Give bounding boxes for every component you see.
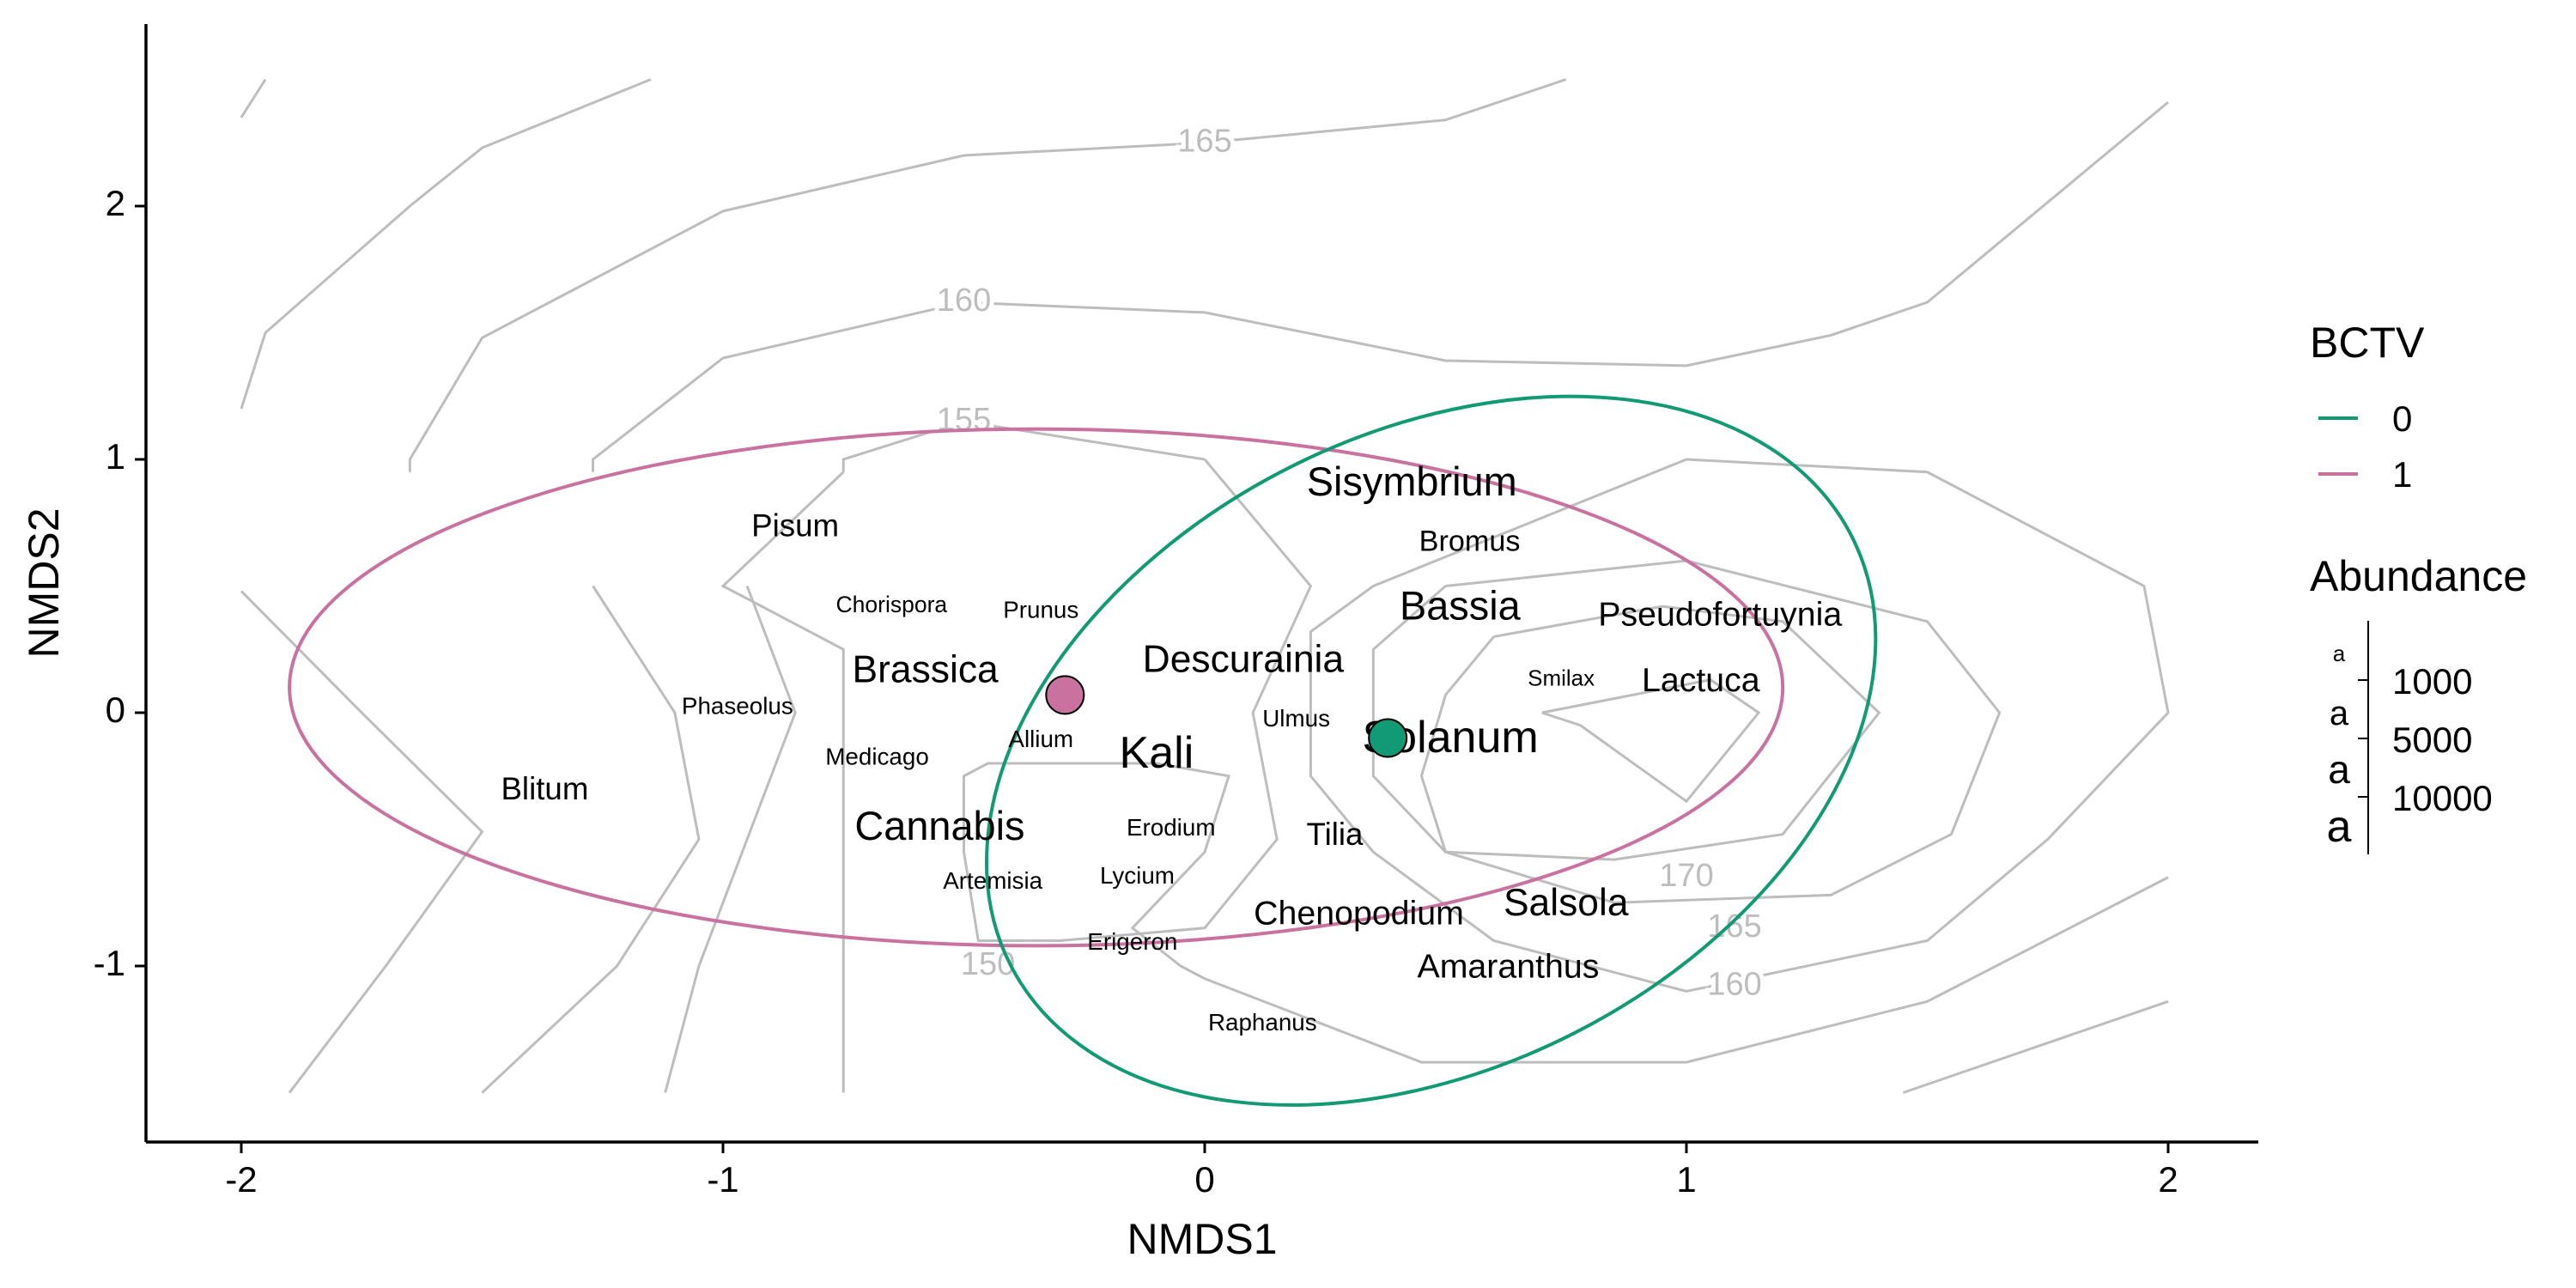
x-tick-label-1: 1 xyxy=(1676,1159,1696,1200)
legend-size-label-5000: 5000 xyxy=(2392,720,2472,760)
contour-label-165-0: 165 xyxy=(1177,123,1231,159)
x-tick-label-2: 2 xyxy=(2158,1159,2178,1200)
genus-label-lactuca: Lactuca xyxy=(1642,661,1760,699)
x-tick-label--2: -2 xyxy=(225,1159,257,1200)
genus-label-artemisia: Artemisia xyxy=(943,867,1042,894)
genus-label-tilia: Tilia xyxy=(1307,817,1364,852)
contour-line-5 xyxy=(240,590,484,1094)
genus-label-bassia: Bassia xyxy=(1400,583,1522,628)
contour-line-4 xyxy=(841,420,1206,472)
legend-label-1: 1 xyxy=(2392,454,2412,495)
genus-label-phaseolus: Phaseolus xyxy=(682,692,793,719)
contour-line-13 xyxy=(1541,678,1761,804)
y-tick-label--1: -1 xyxy=(94,943,125,983)
x-tick-label--1: -1 xyxy=(707,1159,738,1200)
genus-label-erigeron: Erigeron xyxy=(1087,928,1177,955)
contour-line-14 xyxy=(1902,999,2169,1094)
genus-label-brassica: Brassica xyxy=(853,649,999,691)
genus-label-chorispora: Chorispora xyxy=(836,592,948,617)
y-tick-label-2: 2 xyxy=(106,183,125,223)
x-axis-title: NMDS1 xyxy=(1127,1215,1277,1263)
genus-label-allium: Allium xyxy=(1008,726,1073,752)
contour-line-8 xyxy=(720,471,845,1093)
genus-label-raphanus: Raphanus xyxy=(1208,1009,1317,1036)
legend-label-0: 0 xyxy=(2392,398,2412,439)
y-axis-title: NMDS2 xyxy=(20,507,68,658)
genus-labels: Sisymbrium Bromus Pisum Bassia Pseudofortuyn… xyxy=(501,459,1842,1036)
contour-line-6 xyxy=(481,585,701,1094)
genus-label-kali: Kali xyxy=(1120,728,1194,778)
genus-label-bromus: Bromus xyxy=(1419,525,1521,557)
legend-size-glyph-5000: a xyxy=(2328,747,2350,792)
contour-line-12 xyxy=(1419,605,1881,861)
y-axis-ticks: -1 0 1 2 xyxy=(94,183,146,983)
genus-label-prunus: Prunus xyxy=(1003,596,1078,623)
legend-color-title: BCTV xyxy=(2310,319,2425,367)
legend-size-glyph-small: a xyxy=(2333,641,2346,666)
contour-label-160-1: 160 xyxy=(937,283,991,319)
genus-label-pseudofortuynia: Pseudofortuynia xyxy=(1598,595,1842,633)
legend-size-label-1000: 1000 xyxy=(2392,661,2472,702)
axes: -2 -1 0 1 2 -1 0 1 2 NMDS1 NMDS2 xyxy=(20,24,2258,1263)
ellipse-group-1 xyxy=(288,427,1785,948)
legend: BCTV 0 1 Abundance a a a a 1000 5000 100… xyxy=(2310,319,2527,854)
contour-line-2 xyxy=(408,78,1567,472)
legend-size-title: Abundance xyxy=(2310,552,2527,600)
group-ellipses xyxy=(288,394,1878,1107)
legend-size-glyph-1000: a xyxy=(2330,695,2349,732)
genus-label-descurainia: Descurainia xyxy=(1143,639,1345,681)
genus-label-cannabis: Cannabis xyxy=(854,804,1024,848)
contour-label-170-4: 170 xyxy=(1659,858,1713,894)
genus-label-chenopodium: Chenopodium xyxy=(1254,894,1464,932)
genus-label-amaranthus: Amaranthus xyxy=(1417,947,1599,985)
ellipse-group-0 xyxy=(984,394,1878,1107)
genus-label-pisum: Pisum xyxy=(751,507,839,543)
genus-label-erodium: Erodium xyxy=(1127,814,1216,841)
legend-size-label-10000: 10000 xyxy=(2392,778,2493,818)
genus-label-medicago: Medicago xyxy=(825,743,929,769)
contour-label-150-3: 150 xyxy=(961,946,1015,982)
genus-label-smilax: Smilax xyxy=(1528,665,1595,691)
contour-line-0 xyxy=(240,78,267,118)
contour-line-9 xyxy=(963,459,2169,1064)
genus-label-ulmus: Ulmus xyxy=(1262,705,1330,732)
x-tick-label-0: 0 xyxy=(1194,1159,1214,1200)
contour-label-160-6: 160 xyxy=(1707,967,1761,1003)
x-axis-ticks: -2 -1 0 1 2 xyxy=(225,1142,2178,1200)
genus-label-lycium: Lycium xyxy=(1100,862,1175,889)
genus-label-salsola: Salsola xyxy=(1504,882,1629,924)
contour-line-7 xyxy=(664,585,797,1093)
legend-size-glyph-10000: a xyxy=(2327,802,2352,852)
genus-label-blitum: Blitum xyxy=(501,771,588,806)
contour-line-3 xyxy=(592,100,2169,472)
centroid-group-1 xyxy=(1045,675,1085,715)
contour-line-1 xyxy=(240,78,652,410)
contour-label-155-2: 155 xyxy=(937,402,991,438)
group-centroids xyxy=(1045,675,1408,758)
genus-label-sisymbrium: Sisymbrium xyxy=(1307,459,1517,504)
centroid-group-0 xyxy=(1368,718,1408,758)
y-tick-label-1: 1 xyxy=(106,436,125,477)
y-tick-label-0: 0 xyxy=(106,690,125,730)
contour-line-10 xyxy=(1309,458,2170,993)
